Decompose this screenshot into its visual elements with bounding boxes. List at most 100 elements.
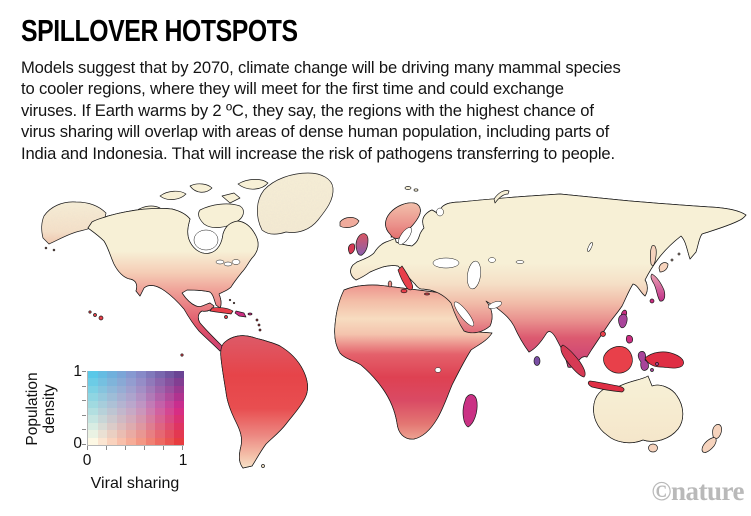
color-overlay [462,287,518,309]
color-overlay [471,254,489,262]
color-overlay [591,315,609,345]
color-overlay [404,258,428,270]
axis-tick [106,446,107,450]
legend-cell [116,400,127,408]
great-lake [231,259,241,265]
region-taiwan [620,309,628,319]
region-hawaii [93,313,97,317]
legend-cell [164,400,175,408]
color-overlay [590,257,628,269]
legend-cell [136,371,146,379]
legend-cell [97,400,108,408]
region-sakhalin [649,245,657,266]
region-moluccas [655,362,659,366]
color-overlay [386,206,422,238]
region-hispaniola [234,310,247,318]
color-overlay [370,244,398,256]
legend-cell [126,437,136,445]
color-overlay [559,319,601,357]
legend-cell [164,385,175,394]
region-aleutians [44,246,48,250]
legend-cell [174,422,184,431]
color-overlay [360,267,374,275]
color-overlay [450,248,540,278]
color-overlay [461,325,487,335]
aral-sea [488,257,496,263]
region-kyushu [649,298,655,304]
legend-cell [107,400,117,408]
legend-cell [97,422,108,431]
legend-cell [145,393,156,401]
lake-baikal [587,242,593,252]
legend-cell [126,371,136,379]
color-overlay [662,425,670,429]
legend-cell [155,430,165,438]
legend-y-max-tick-label: 1 [73,363,82,380]
color-overlay [652,390,676,408]
legend-cell [174,393,184,401]
region-borneo [603,346,633,374]
color-overlay [522,323,542,345]
legend-cell [136,393,146,401]
legend-cell [174,408,184,416]
region-australia [593,375,684,444]
legend-cell [174,415,184,423]
caspian-sea [467,260,481,290]
persian-gulf [488,301,502,309]
region-aleutians [52,248,56,252]
legend-cell [136,437,146,445]
region-puerto-rico [247,312,253,316]
region-japan [650,273,666,302]
region-kurils [670,258,674,262]
axis-tick [82,429,86,431]
region-hokkaido [658,262,669,273]
region-sumatra [560,344,586,378]
region-svalbard [413,188,419,192]
hudson-bay [193,229,219,251]
region-arctic-islands [132,179,269,228]
legend-cell [174,385,184,394]
color-overlay [190,279,234,303]
color-overlay [638,281,648,297]
great-lake [215,259,225,265]
color-overlay [434,242,470,258]
region-nz-north [712,424,722,440]
page-title: SPILLOVER HOTSPOTS [21,13,298,48]
legend-cell [107,437,117,445]
axis-tick [144,446,145,450]
legend-cell [88,385,98,394]
legend-cell [126,422,136,431]
color-overlay [622,296,636,314]
color-overlay [606,381,654,389]
color-overlay [591,294,633,318]
north-america-color-overlays [117,251,255,346]
region-sicily [400,288,408,294]
legend-cell [145,430,156,438]
region-hawaii [88,310,92,314]
legend-cell [88,437,98,445]
color-overlay [444,344,466,380]
region-eurasia [350,193,747,368]
region-nz-south [701,437,717,453]
africa-color-overlays [340,288,478,428]
region-greenland [257,172,334,235]
legend-cell [155,385,165,394]
color-overlay [194,320,222,346]
region-north-america [87,208,259,352]
legend-cell [107,430,117,438]
legend-cell [126,385,136,394]
color-overlay [221,356,289,392]
legend-cell [164,430,175,438]
legend-cell [126,400,136,408]
legend-cell [116,415,127,423]
region-africa [334,284,493,440]
color-overlay [151,284,199,322]
legend-cell [116,393,127,401]
legend-cell [155,415,165,423]
legend-cell [126,415,136,423]
legend-cell [174,437,184,445]
legend-cell [116,408,127,416]
region-crete [424,292,430,296]
region-iceland [339,217,360,228]
color-overlay [516,280,588,306]
